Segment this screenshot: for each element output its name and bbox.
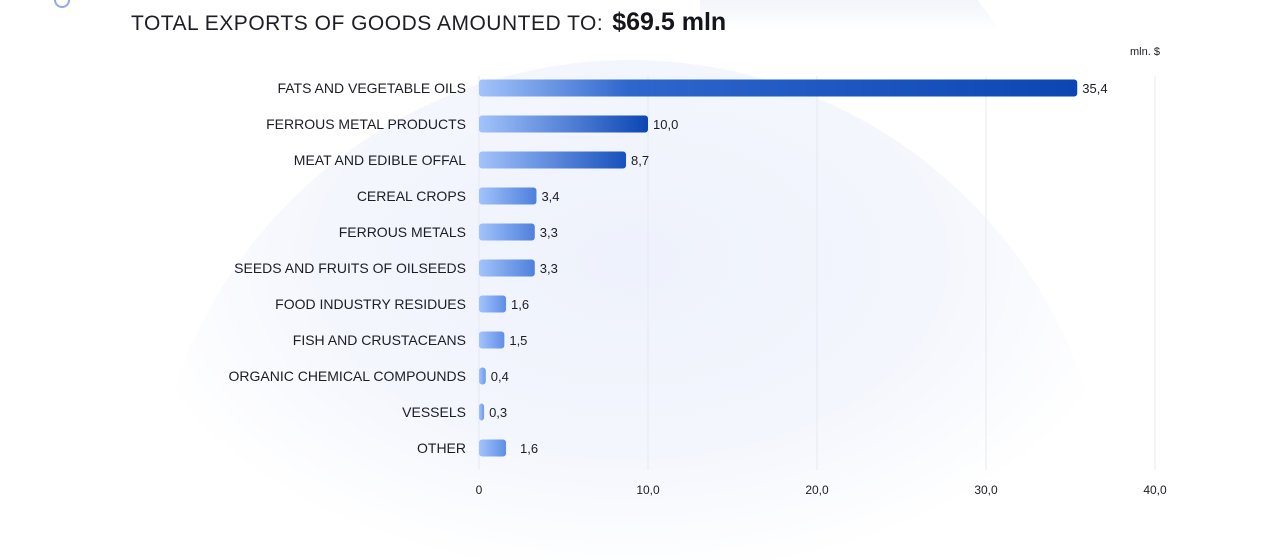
title-prefix: TOTAL EXPORTS OF GOODS AMOUNTED TO: (131, 12, 604, 35)
value-label: 0,4 (491, 369, 509, 384)
category-label: FERROUS METAL PRODUCTS (266, 116, 466, 132)
labels: 0 10,0 20,0 30,0 40,0 FATS AND VEGETABLE OILS… (228, 80, 1167, 497)
background-shape (700, 0, 1000, 30)
bars (479, 79, 1078, 457)
bar (479, 259, 535, 277)
category-label: FATS AND VEGETABLE OILS (277, 80, 466, 96)
chart-title: TOTAL EXPORTS OF GOODS AMOUNTED TO: $69.… (131, 8, 726, 37)
bar (479, 295, 507, 313)
value-label: 3,4 (541, 189, 559, 204)
value-label: 10,0 (653, 117, 678, 132)
category-label: VESSELS (402, 404, 466, 420)
category-label: OTHER (417, 440, 466, 456)
bar (479, 187, 537, 205)
unit-label: mln. $ (1130, 46, 1160, 58)
x-tick-label: 0 (476, 483, 483, 497)
value-label: 0,3 (489, 405, 507, 420)
bar (479, 223, 535, 241)
category-label: CEREAL CROPS (357, 188, 466, 204)
value-label: 1,6 (520, 441, 538, 456)
value-label: 35,4 (1082, 81, 1107, 96)
category-label: FISH AND CRUSTACEANS (293, 332, 466, 348)
category-label: FERROUS METALS (339, 224, 466, 240)
bar (479, 367, 486, 385)
x-tick-label: 10,0 (636, 483, 660, 497)
bar-chart: 0 10,0 20,0 30,0 40,0 FATS AND VEGETABLE OILS… (228, 46, 1167, 497)
category-label: MEAT AND EDIBLE OFFAL (294, 152, 466, 168)
bar (479, 439, 507, 457)
value-label: 3,3 (540, 225, 558, 240)
bar (479, 331, 505, 349)
category-label: FOOD INDUSTRY RESIDUES (275, 296, 466, 312)
grid-lines (478, 76, 1156, 470)
title-value: $69.5 mln (612, 8, 727, 36)
value-label: 3,3 (540, 261, 558, 276)
value-label: 1,5 (509, 333, 527, 348)
bar (479, 403, 485, 421)
bar (479, 151, 627, 169)
x-tick-label: 40,0 (1143, 483, 1167, 497)
bar (479, 115, 648, 133)
category-label: ORGANIC CHEMICAL COMPOUNDS (228, 368, 466, 384)
category-label: SEEDS AND FRUITS OF OILSEEDS (234, 260, 466, 276)
x-tick-label: 30,0 (974, 483, 998, 497)
value-label: 1,6 (511, 297, 529, 312)
bar (479, 79, 1078, 97)
value-label: 8,7 (631, 153, 649, 168)
x-tick-label: 20,0 (805, 483, 829, 497)
